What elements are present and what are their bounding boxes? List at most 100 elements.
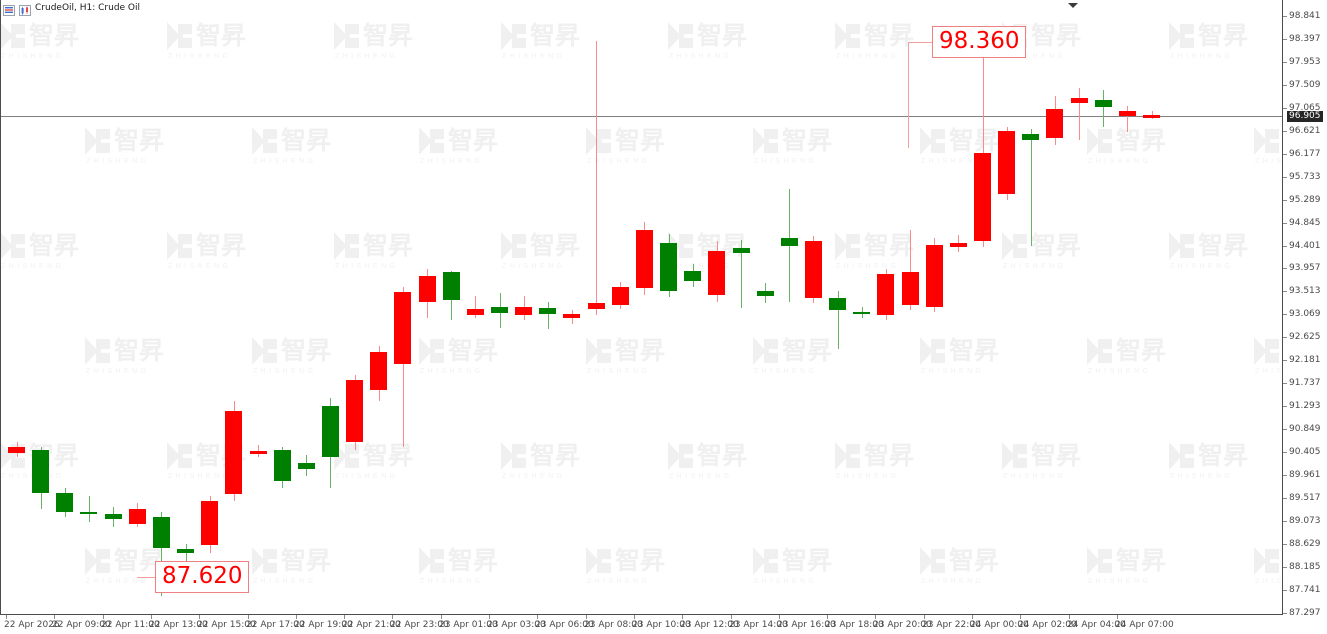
time-tick-label: 23 Apr 16:00 [777,620,836,630]
candle-body [1070,98,1088,104]
price-tick-label: 89.517 [1289,493,1321,503]
price-tick [1283,475,1287,476]
price-tick [1283,62,1287,63]
time-tick-label: 23 Apr 03:00 [487,620,546,630]
price-tick [1283,337,1287,338]
price-tick [1283,223,1287,224]
candle-wick [403,286,404,448]
time-tick-label: 24 Apr 00:00 [970,620,1029,630]
axis-right-border [1282,0,1283,615]
time-tick [103,615,104,619]
watchlist-icon[interactable] [3,3,15,16]
price-tick-label: 95.289 [1289,195,1321,205]
price-tick [1283,200,1287,201]
candle-body [8,447,25,454]
price-tick-label: 92.625 [1289,332,1321,342]
price-tick [1283,291,1287,292]
axis-left-border [0,0,1,615]
price-tick-label: 89.073 [1289,516,1321,526]
candle-body [346,379,364,442]
candle-body [104,514,122,520]
chart-icon[interactable] [19,3,31,16]
time-tick-label: 22 Apr 21:00 [342,620,401,630]
candle-body [1022,134,1040,140]
price-tick [1283,613,1287,614]
time-tick [827,615,828,619]
time-tick [392,615,393,619]
candle-wick [1152,111,1153,119]
chart-plot-area[interactable] [0,0,1283,615]
price-tick-label: 92.181 [1289,355,1321,365]
candle-wick [548,302,549,330]
price-tick-label: 87.297 [1289,608,1321,618]
price-tick [1283,39,1287,40]
time-tick [151,615,152,619]
time-tick-label: 23 Apr 18:00 [825,620,884,630]
time-tick [875,615,876,619]
time-tick-label: 23 Apr 22:00 [922,620,981,630]
candle-body [1118,111,1136,117]
price-tick [1283,314,1287,315]
candle-body [660,242,678,292]
candle-body [466,308,484,315]
time-tick [54,615,55,619]
candle-wick [910,230,911,311]
time-tick-label: 23 Apr 12:00 [680,620,739,630]
candle-body [539,307,557,314]
time-tick [779,615,780,619]
price-tick-label: 88.629 [1289,539,1321,549]
price-tick [1283,360,1287,361]
time-tick [248,615,249,619]
time-tick-label: 23 Apr 14:00 [729,620,788,630]
candle-wick [983,40,984,247]
price-tick [1283,131,1287,132]
candle-wick [258,444,259,458]
time-tick [1020,615,1021,619]
price-tick-label: 93.069 [1289,309,1321,319]
price-tick-label: 93.957 [1289,263,1321,273]
candle-body [297,462,315,469]
low-price-callout-label: 87.620 [155,561,250,593]
time-tick [1117,615,1118,619]
current-price-tag: 96.905 [1287,111,1323,122]
candle-body [249,451,267,454]
price-tick [1283,498,1287,499]
candle-body [418,275,436,303]
candle-body [1143,115,1161,118]
candle-body [949,242,967,247]
time-tick-label: 23 Apr 08:00 [584,620,643,630]
time-tick [296,615,297,619]
price-tick-label: 97.953 [1289,57,1321,67]
candle-body [708,250,726,295]
price-axis[interactable]: 98.841 98.397 97.953 97.509 97.065 96.621 96.1… [1283,0,1327,618]
time-tick [199,615,200,619]
candle-body [225,410,243,494]
time-tick [972,615,973,619]
candle-wick [475,296,476,318]
candle-wick [838,291,839,349]
time-tick-label: 22 Apr 23:00 [390,620,449,630]
time-tick-label: 24 Apr 02:00 [1018,620,1077,630]
price-tick-label: 91.737 [1289,378,1321,388]
price-tick-label: 98.841 [1289,11,1321,21]
candle-body [442,272,460,300]
candle-body [128,509,146,524]
price-tick-label: 96.177 [1289,149,1321,159]
time-axis[interactable]: 22 Apr 2026 22 Apr 09:00 22 Apr 11:00 22 Ap… [0,615,1283,634]
candle-body [974,152,991,242]
scroll-down-marker-icon[interactable] [1068,3,1078,8]
high-price-callout-leader-vertical [908,42,909,148]
price-tick [1283,268,1287,269]
time-tick-label: 22 Apr 09:00 [52,620,111,630]
price-tick [1283,154,1287,155]
time-tick [441,615,442,619]
candle-body [901,272,919,305]
candle-body [804,241,822,299]
candle-wick [1103,90,1104,127]
candle-body [56,492,74,512]
price-tick [1283,85,1287,86]
price-tick-label: 93.513 [1289,286,1321,296]
candle-body [998,130,1016,194]
time-tick-label: 22 Apr 15:00 [197,620,256,630]
candle-body [853,311,871,315]
